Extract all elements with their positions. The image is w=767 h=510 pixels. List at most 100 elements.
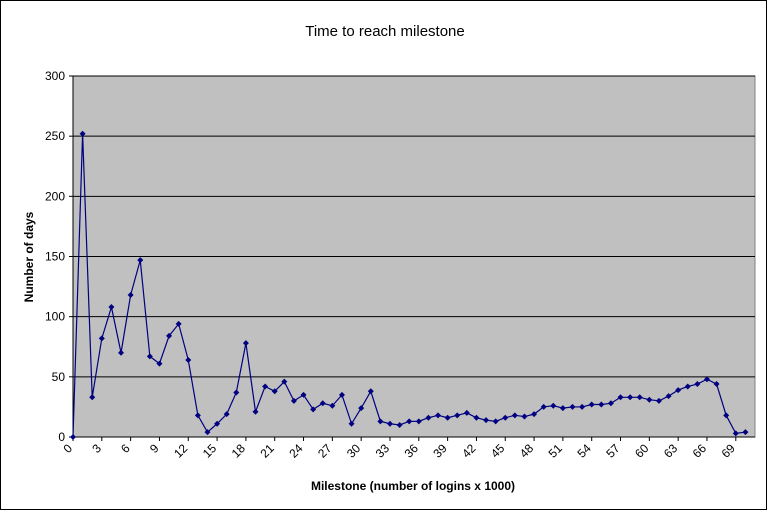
x-tick-label: 3 bbox=[89, 441, 104, 456]
y-tick-label: 50 bbox=[52, 370, 66, 384]
x-axis-ticks: 0 3 6 9 12 15 18 21 24 27 30 33 36 39 42 45 48 51 54 57 60 63… bbox=[60, 437, 738, 461]
data-point bbox=[223, 411, 230, 418]
data-point bbox=[483, 417, 490, 424]
data-point bbox=[271, 388, 278, 395]
y-tick-label: 100 bbox=[45, 310, 65, 324]
x-tick-label: 48 bbox=[517, 441, 537, 461]
x-tick-label: 12 bbox=[171, 441, 191, 461]
data-point bbox=[598, 401, 605, 408]
data-point bbox=[89, 394, 96, 401]
data-point bbox=[588, 401, 595, 408]
x-tick-label: 30 bbox=[344, 441, 364, 461]
x-tick-label: 60 bbox=[632, 441, 652, 461]
data-point bbox=[156, 360, 163, 367]
data-point bbox=[262, 383, 269, 390]
data-point bbox=[540, 403, 547, 410]
data-point bbox=[185, 356, 192, 363]
data-point bbox=[444, 414, 451, 421]
x-tick-label: 36 bbox=[402, 441, 422, 461]
x-tick-label: 18 bbox=[229, 441, 249, 461]
data-point bbox=[204, 429, 211, 436]
data-point bbox=[511, 412, 518, 419]
data-point bbox=[396, 421, 403, 428]
data-point bbox=[281, 378, 288, 385]
data-point bbox=[713, 381, 720, 388]
x-tick-label: 6 bbox=[118, 441, 133, 456]
data-point bbox=[694, 381, 701, 388]
data-point bbox=[723, 412, 730, 419]
data-point bbox=[367, 388, 374, 395]
data-point bbox=[214, 420, 221, 427]
data-point bbox=[684, 383, 691, 390]
x-tick-label: 33 bbox=[373, 441, 393, 461]
y-axis-ticks: 0 50 100 150 200 250 300 bbox=[45, 69, 73, 444]
data-point bbox=[732, 430, 739, 437]
data-point bbox=[636, 394, 643, 401]
data-point bbox=[194, 412, 201, 419]
data-point bbox=[425, 414, 432, 421]
data-point bbox=[521, 413, 528, 420]
data-point bbox=[233, 389, 240, 396]
data-point bbox=[300, 391, 307, 398]
data-point bbox=[675, 387, 682, 394]
data-point bbox=[338, 391, 345, 398]
data-point bbox=[329, 402, 336, 409]
data-series bbox=[70, 130, 749, 440]
y-tick-label: 0 bbox=[58, 430, 65, 444]
x-tick-label: 9 bbox=[147, 441, 162, 456]
data-point bbox=[579, 403, 586, 410]
x-tick-label: 69 bbox=[719, 441, 739, 461]
data-point bbox=[531, 411, 538, 418]
x-tick-label: 39 bbox=[430, 441, 450, 461]
chart-title: Time to reach milestone bbox=[305, 23, 465, 40]
data-point bbox=[386, 420, 393, 427]
data-point bbox=[377, 418, 384, 425]
data-point bbox=[242, 340, 249, 347]
data-point bbox=[98, 335, 105, 342]
data-point bbox=[415, 418, 422, 425]
y-tick-label: 200 bbox=[45, 189, 65, 203]
data-point bbox=[617, 394, 624, 401]
y-tick-label: 250 bbox=[45, 129, 65, 143]
x-tick-label: 66 bbox=[690, 441, 710, 461]
data-point bbox=[473, 414, 480, 421]
x-tick-label: 21 bbox=[257, 441, 277, 461]
data-point bbox=[70, 434, 76, 440]
data-point bbox=[502, 414, 509, 421]
data-point bbox=[463, 409, 470, 416]
y-tick-label: 300 bbox=[45, 69, 65, 83]
data-point bbox=[319, 400, 326, 407]
data-point bbox=[454, 412, 461, 419]
data-point bbox=[348, 420, 355, 427]
data-point bbox=[550, 402, 557, 409]
x-tick-label: 0 bbox=[60, 441, 75, 456]
data-point bbox=[665, 393, 672, 400]
data-point bbox=[290, 397, 297, 404]
x-tick-label: 27 bbox=[315, 441, 335, 461]
x-tick-label: 15 bbox=[200, 441, 220, 461]
data-point bbox=[358, 405, 365, 412]
data-point bbox=[146, 353, 153, 360]
data-point bbox=[655, 397, 662, 404]
data-point bbox=[79, 130, 86, 137]
data-point bbox=[646, 396, 653, 403]
data-point bbox=[118, 349, 125, 356]
x-tick-label: 24 bbox=[286, 441, 306, 461]
x-tick-label: 51 bbox=[546, 441, 566, 461]
data-point bbox=[742, 429, 749, 436]
x-tick-label: 45 bbox=[488, 441, 508, 461]
data-point bbox=[559, 405, 566, 412]
y-tick-label: 150 bbox=[45, 250, 65, 264]
data-point bbox=[569, 403, 576, 410]
data-point bbox=[703, 376, 710, 383]
data-point bbox=[137, 257, 144, 264]
data-point bbox=[435, 412, 442, 419]
x-tick-label: 42 bbox=[459, 441, 479, 461]
x-tick-label: 63 bbox=[661, 441, 681, 461]
data-point bbox=[406, 418, 413, 425]
x-tick-label: 57 bbox=[603, 441, 623, 461]
data-point bbox=[127, 292, 134, 299]
x-axis-label: Milestone (number of logins x 1000) bbox=[311, 479, 515, 493]
data-point bbox=[108, 304, 115, 311]
